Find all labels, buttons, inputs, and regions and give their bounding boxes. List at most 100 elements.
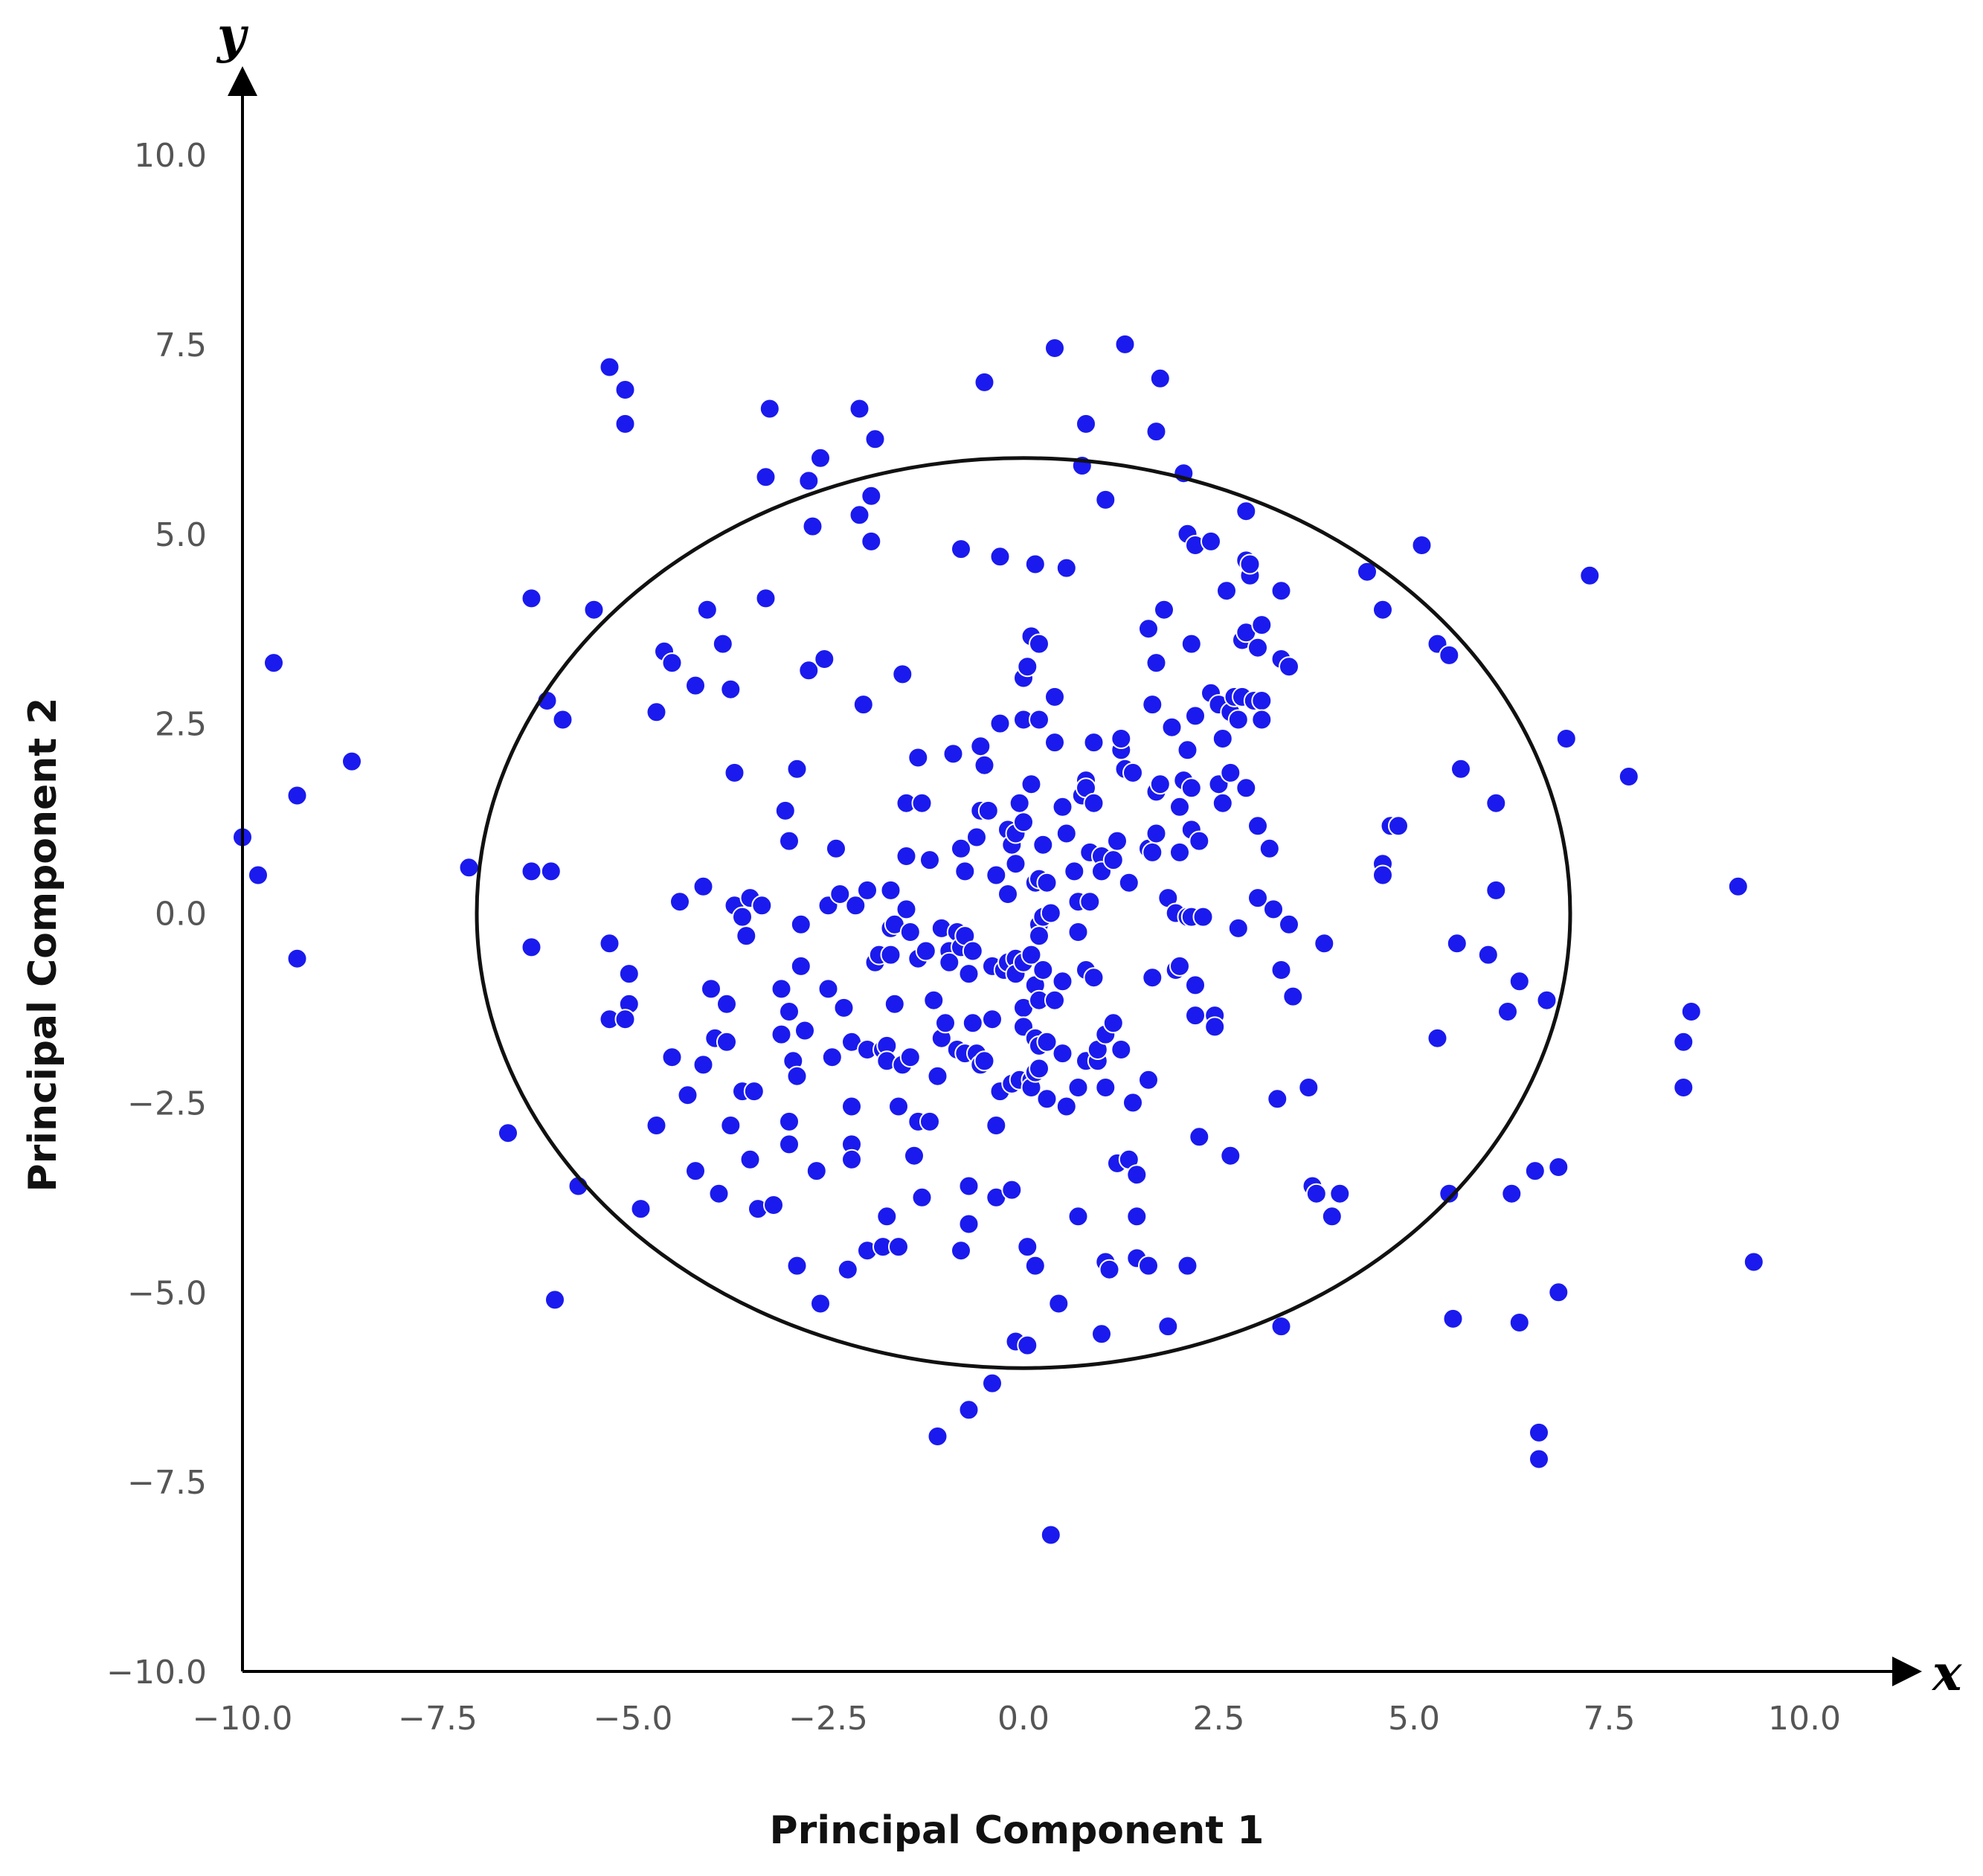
- data-point: [1154, 599, 1174, 620]
- data-point: [880, 879, 901, 901]
- data-point: [1247, 887, 1268, 909]
- data-point: [1270, 580, 1292, 602]
- data-point: [1372, 599, 1393, 620]
- data-point: [1083, 792, 1105, 814]
- y-tick-label: −7.5: [127, 1464, 207, 1502]
- y-tick-label: −2.5: [127, 1085, 207, 1122]
- y-tick-labels: −10.0 −7.5 −5.0 −2.5 0.0 2.5 5.0 7.5 10.0: [106, 137, 207, 1692]
- data-point: [630, 1198, 652, 1220]
- data-point: [888, 1236, 909, 1258]
- data-point: [1040, 1524, 1061, 1546]
- data-point: [1064, 861, 1085, 882]
- data-point: [1095, 1077, 1116, 1098]
- data-point: [857, 879, 878, 901]
- data-point: [779, 1001, 800, 1022]
- data-point: [837, 1259, 858, 1280]
- data-point: [790, 913, 811, 935]
- data-point: [852, 694, 874, 716]
- data-point: [974, 754, 995, 776]
- data-point: [755, 466, 777, 488]
- data-point: [540, 861, 562, 882]
- data-point: [1446, 933, 1468, 954]
- y-tick-label: −5.0: [127, 1274, 207, 1312]
- data-point: [1052, 1043, 1073, 1064]
- data-point: [1044, 686, 1065, 707]
- data-point: [1185, 974, 1206, 996]
- data-point: [826, 838, 846, 859]
- data-point: [1040, 902, 1061, 924]
- data-point: [977, 800, 999, 821]
- data-point: [1091, 1323, 1112, 1345]
- data-point: [1083, 967, 1105, 989]
- data-point: [1235, 777, 1257, 799]
- data-point: [1427, 1027, 1448, 1049]
- data-point: [817, 978, 839, 1000]
- data-point: [1149, 774, 1171, 795]
- data-point: [951, 838, 971, 859]
- data-point: [1122, 1092, 1143, 1114]
- data-point: [1044, 732, 1065, 754]
- data-point: [755, 588, 777, 609]
- data-point: [833, 997, 855, 1018]
- data-point: [1029, 709, 1050, 730]
- data-point: [1305, 1183, 1327, 1204]
- data-point: [942, 743, 964, 765]
- data-point: [1021, 944, 1042, 966]
- data-point: [1247, 815, 1268, 837]
- data-point: [1107, 830, 1128, 852]
- data-point: [786, 758, 808, 780]
- data-point: [1204, 1016, 1226, 1038]
- data-point: [974, 1050, 995, 1072]
- x-tick-labels: −10.0 −7.5 −5.0 −2.5 0.0 2.5 5.0 7.5 10.0: [193, 1700, 1841, 1738]
- data-point: [669, 891, 690, 913]
- x-tick-label: −2.5: [788, 1700, 868, 1738]
- data-point: [1212, 792, 1233, 814]
- data-point: [1032, 834, 1054, 855]
- data-point: [904, 1145, 925, 1166]
- x-tick-label: 5.0: [1388, 1700, 1440, 1738]
- data-point: [1314, 933, 1335, 954]
- data-point: [841, 1149, 862, 1170]
- data-point: [802, 515, 823, 537]
- data-point: [712, 633, 733, 655]
- data-point: [958, 1175, 980, 1197]
- data-point: [986, 1115, 1007, 1136]
- data-point: [1201, 530, 1221, 552]
- data-point: [1220, 1145, 1241, 1166]
- x-tick-label: 2.5: [1193, 1700, 1245, 1738]
- data-point: [1279, 656, 1299, 678]
- data-point: [794, 1020, 815, 1041]
- data-point: [1052, 971, 1073, 992]
- data-point: [1138, 1069, 1159, 1090]
- data-point: [263, 652, 284, 674]
- data-point: [790, 955, 811, 977]
- data-point: [1126, 1164, 1148, 1186]
- x-tick-label: 10.0: [1768, 1700, 1841, 1738]
- data-point: [716, 1031, 737, 1053]
- data-point: [1102, 1012, 1124, 1034]
- data-point: [1067, 1206, 1089, 1227]
- data-point: [1032, 960, 1054, 980]
- data-point: [970, 736, 992, 757]
- data-point: [1485, 879, 1507, 901]
- data-point: [751, 895, 773, 916]
- data-point: [1111, 1039, 1132, 1060]
- x-tick-label: −7.5: [398, 1700, 478, 1738]
- x-axis-title: Principal Component 1: [770, 1808, 1264, 1853]
- data-point: [1450, 758, 1471, 780]
- data-point: [1021, 774, 1042, 795]
- data-point: [1149, 367, 1171, 389]
- data-point: [521, 937, 542, 958]
- data-point: [661, 1047, 683, 1068]
- data-point: [736, 925, 757, 947]
- data-point: [810, 447, 831, 469]
- data-point: [1267, 1088, 1288, 1110]
- data-point: [1227, 709, 1249, 730]
- data-point: [724, 762, 745, 783]
- data-point: [498, 1122, 518, 1144]
- data-point: [1036, 1088, 1058, 1110]
- data-point: [786, 1255, 808, 1276]
- data-point: [552, 709, 573, 730]
- data-point: [1111, 728, 1132, 749]
- data-point: [1189, 1126, 1210, 1148]
